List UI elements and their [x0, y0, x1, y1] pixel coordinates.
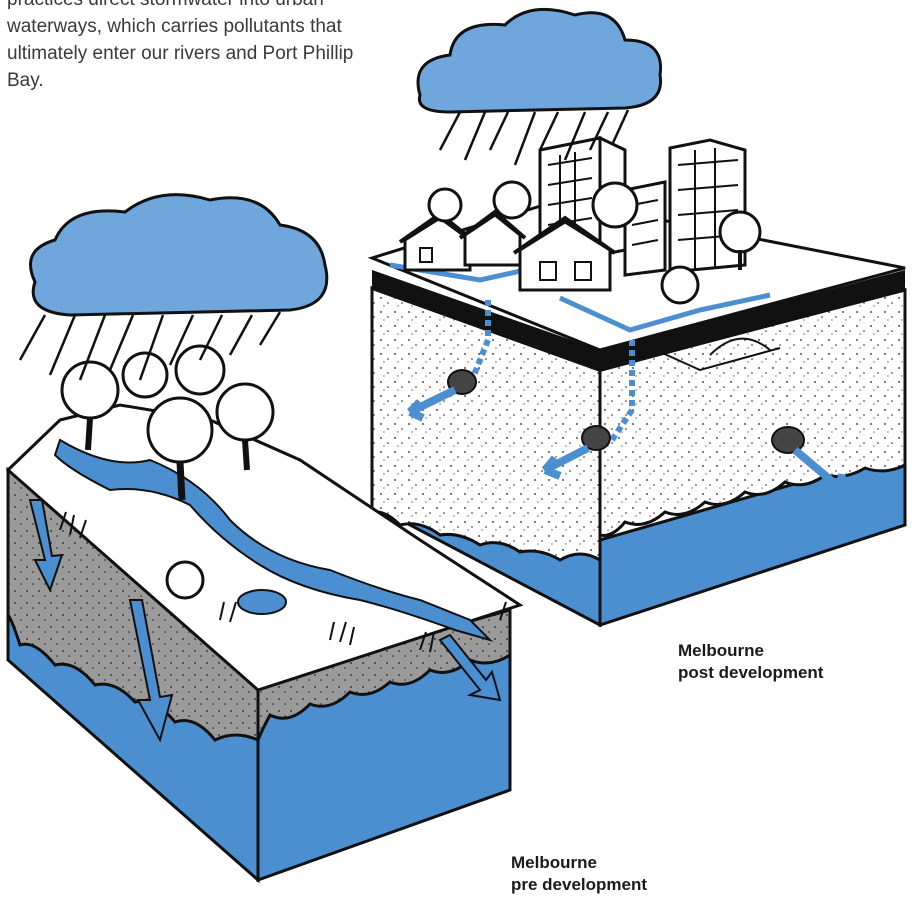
drain-pipe-icon: [541, 340, 635, 480]
house-icon: [512, 215, 617, 292]
tree-icon: [215, 382, 275, 471]
tree-icon: [174, 344, 226, 396]
river-channel: [53, 438, 494, 643]
post-development-block: [367, 7, 907, 628]
flow-arrow-icon: [28, 499, 64, 593]
intro-line-3: ultimately enter our rivers and Port Phi…: [7, 43, 354, 64]
tree-icon: [146, 396, 214, 501]
caption-post-line2: post development: [678, 663, 824, 682]
intro-line-2: waterways, which carries pollutants that: [7, 16, 342, 37]
caption-post-line1: Melbourne: [678, 641, 764, 660]
rain-cloud-icon: [416, 7, 663, 166]
intro-paragraph: practices direct stormwater into urban w…: [7, 0, 407, 94]
tree-icon: [121, 351, 169, 399]
caption-post-development: Melbourne post development: [678, 640, 823, 684]
post-asphalt-band: [372, 270, 905, 372]
drain-pipe-icon: [407, 300, 491, 422]
intro-line-1: practices direct stormwater into urban: [7, 0, 407, 13]
pond: [237, 589, 287, 615]
tree-icon: [165, 560, 205, 600]
house-icon: [458, 209, 527, 267]
caption-pre-line2: pre development: [511, 875, 648, 894]
flow-arrow-icon: [438, 633, 502, 702]
flow-arrow-icon: [128, 599, 174, 743]
tree-icon: [60, 360, 120, 451]
caption-pre-development: Melbourne pre development: [511, 852, 647, 896]
pre-development-block: [5, 193, 524, 884]
tree-icon: [427, 180, 762, 305]
drain-pipe-icon: [771, 426, 854, 494]
intro-line-4: Bay.: [7, 70, 44, 91]
caption-pre-line1: Melbourne: [511, 853, 597, 872]
rain-cloud-icon: [18, 193, 329, 381]
